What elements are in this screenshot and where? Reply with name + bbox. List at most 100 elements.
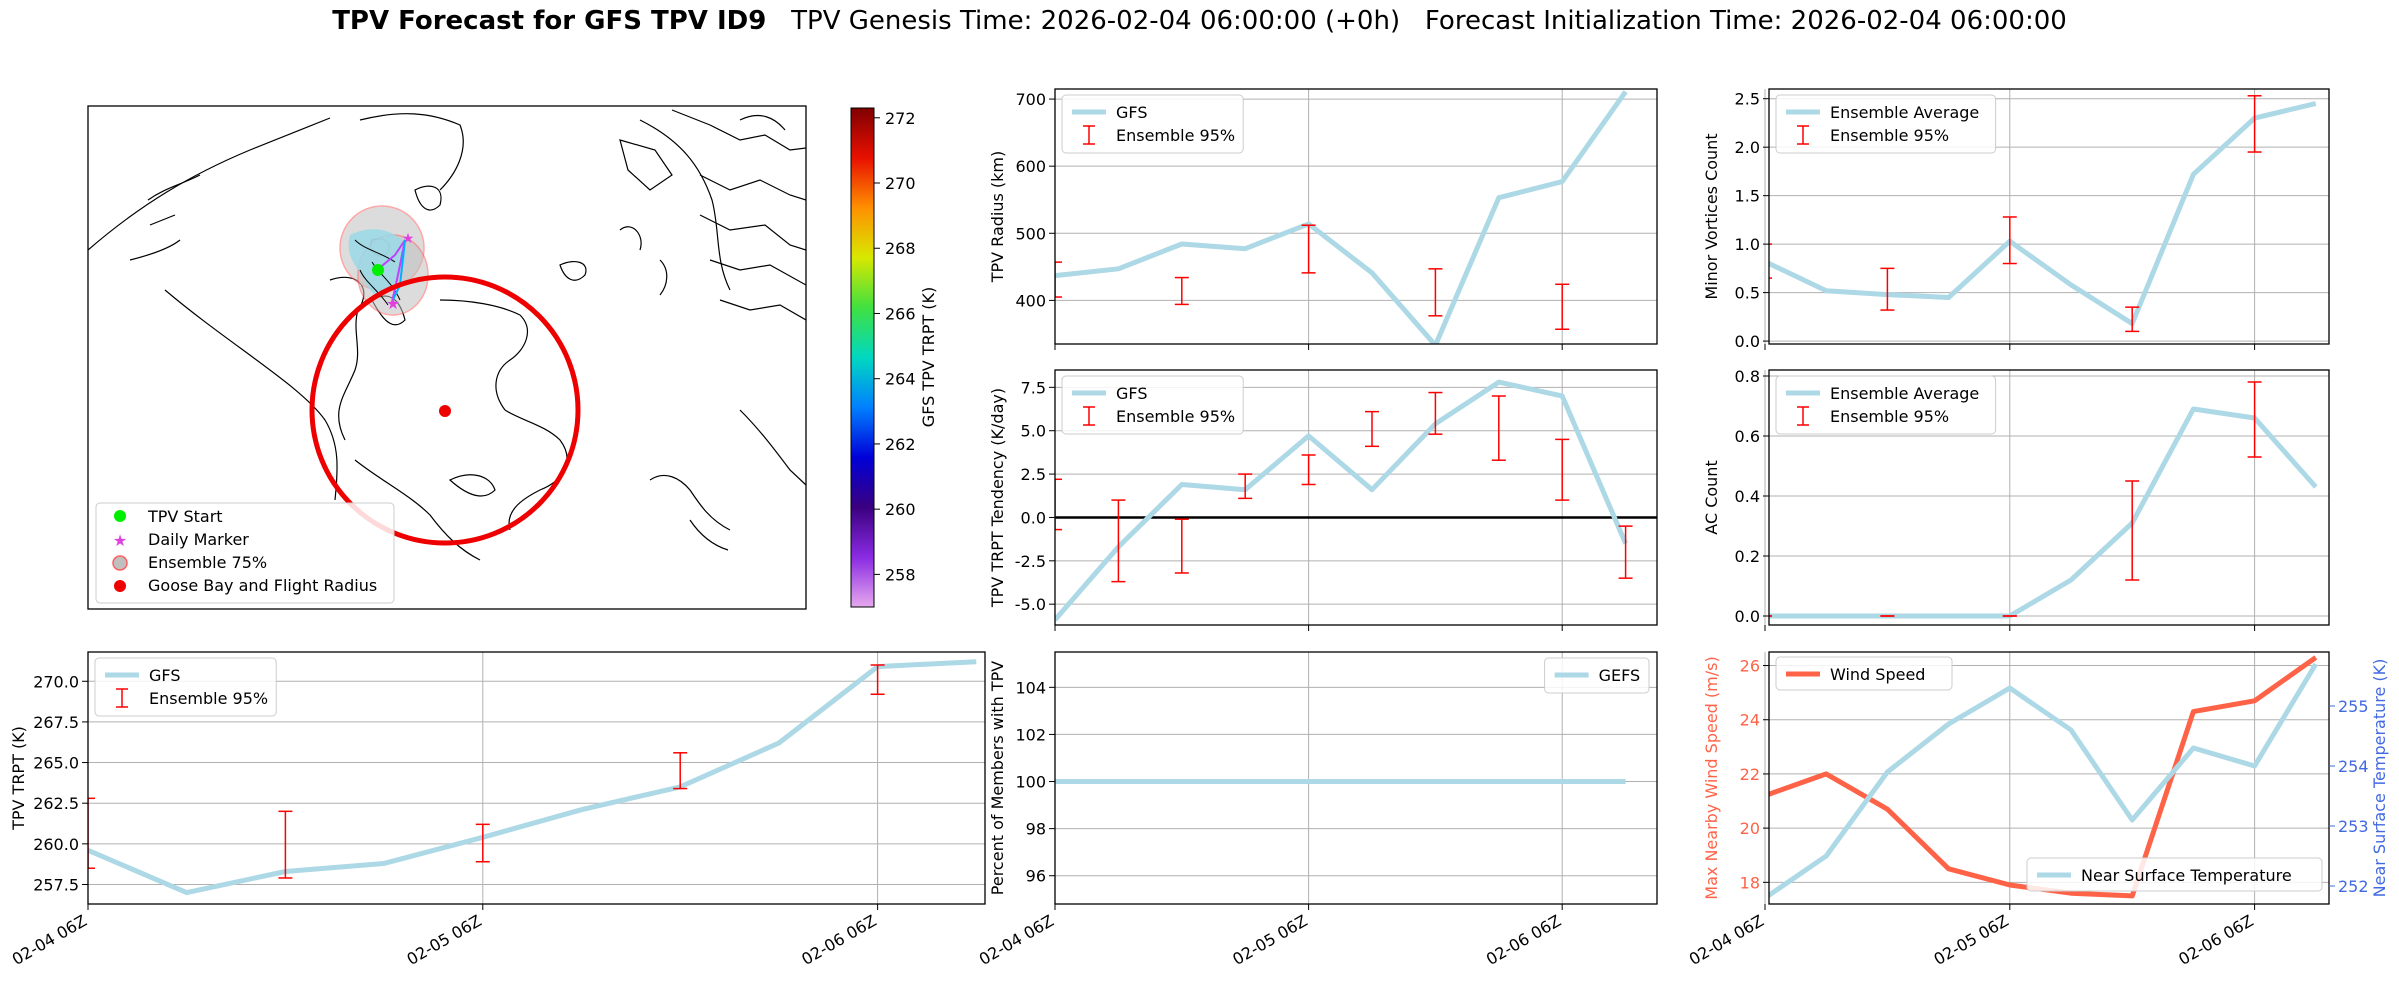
- map-legend-item: Goose Bay and Flight Radius: [148, 576, 377, 595]
- y-tick-label: 5.0: [1021, 422, 1046, 441]
- y-tick-label: 98: [1026, 820, 1046, 839]
- map-frame: [87, 105, 807, 610]
- y-tick-label: 0.0: [1735, 332, 1760, 351]
- plot-area: [88, 659, 977, 896]
- colorbar-gradient: [850, 107, 875, 608]
- chart-legend: GFS Ensemble 95%: [1061, 94, 1244, 154]
- y-tick-label: 7.5: [1021, 378, 1046, 397]
- legend-box: [1775, 656, 1953, 691]
- colorbar-tick-label: 272: [885, 109, 916, 128]
- legend-label: Ensemble 95%: [1830, 407, 1949, 426]
- chart-pct: 96 98 100 102 104 02-04 06Z 02-05 06Z 02-06 06Z…: [976, 651, 1658, 969]
- y-tick-label: 265.0: [33, 754, 79, 773]
- series-line-ensemble-average: [1769, 406, 2318, 619]
- genesis-time: TPV Genesis Time: 2026-02-04 06:00:00 (+…: [791, 6, 1401, 36]
- ensemble-75-region: [339, 205, 429, 316]
- legend-label: Near Surface Temperature: [2081, 866, 2292, 885]
- y-tick-label: 0.8: [1735, 367, 1760, 386]
- legend-box: [1544, 657, 1650, 694]
- axes-frame: [87, 651, 986, 905]
- y-tick-label: 0.0: [1021, 508, 1046, 527]
- y-tick-label: 104: [1015, 678, 1046, 697]
- y-tick-label: 1.0: [1735, 235, 1760, 254]
- chart-legend: Wind Speed Near Surface Temperature: [1775, 656, 2323, 892]
- legend-box: [1775, 375, 1997, 435]
- x-tick-label: 02-05 06Z: [1229, 911, 1310, 969]
- plot-area: [1055, 379, 1633, 622]
- series-line-gfs: [1055, 90, 1628, 344]
- chart-legend: Ensemble Average Ensemble 95%: [1775, 94, 1997, 154]
- y-tick-label: 1.5: [1735, 187, 1760, 206]
- colorbar-tick-label: 262: [885, 435, 916, 454]
- map-legend-item: Daily Marker: [148, 530, 249, 549]
- goose-bay-flight-radius: [309, 274, 581, 546]
- chart-tend: -5.0 -2.5 0.0 2.5 5.0 7.5 TPV TRPT Tendency (K…: [988, 369, 1658, 631]
- series-line-gfs: [1055, 379, 1628, 622]
- series-line-ensemble-average: [1769, 101, 2317, 327]
- legend-goose-bay-icon: [114, 580, 126, 592]
- y-tick-label: 257.5: [33, 875, 79, 894]
- y-tick-label: -5.0: [1015, 595, 1046, 614]
- plot-area: [1769, 381, 2318, 619]
- legend-ensemble-icon: [112, 555, 128, 571]
- legend-label: GFS: [1116, 103, 1147, 122]
- y-axis-label: TPV TRPT Tendency (K/day): [988, 388, 1007, 608]
- x-tick-label: 02-04 06Z: [976, 911, 1057, 969]
- x-tick-label: 02-06 06Z: [2175, 911, 2256, 969]
- y-tick-label: 260.0: [33, 835, 79, 854]
- y-tick-label: 270.0: [33, 672, 79, 691]
- legend-label: Ensemble 95%: [1116, 407, 1235, 426]
- legend-label: Ensemble Average: [1830, 103, 1979, 122]
- y-axis-label: Minor Vortices Count: [1702, 133, 1721, 299]
- y-tick-label: 0.2: [1735, 547, 1760, 566]
- map-panel: ★ ★ TPV Start ★ Daily Marker Ensemble 75…: [87, 105, 938, 610]
- tpv-start-marker: [372, 264, 384, 276]
- axes-frame: [1768, 651, 2330, 905]
- y-tick-label: 0.6: [1735, 427, 1760, 446]
- y-tick-label: 20: [1740, 819, 1760, 838]
- y-tick-label: -2.5: [1015, 552, 1046, 571]
- axes-frame: [1054, 369, 1658, 626]
- chart-wind: 18 20 22 24 26 02-04 06Z 02-05 06Z 02-06 06Z Max…: [1686, 651, 2389, 969]
- y2-tick-label: 252: [2338, 877, 2369, 896]
- legend-box: [94, 657, 277, 717]
- legend-label: Ensemble Average: [1830, 384, 1979, 403]
- chart-legend: GEFS: [1544, 657, 1650, 694]
- y-tick-label: 267.5: [33, 713, 79, 732]
- goose-bay-marker: [439, 405, 451, 417]
- y-axis-label: AC Count: [1702, 460, 1721, 534]
- y-tick-label: 18: [1740, 873, 1760, 892]
- map-legend: TPV Start ★ Daily Marker Ensemble 75% Go…: [95, 502, 395, 604]
- legend-box: [1061, 94, 1244, 154]
- y-tick-label: 500: [1015, 224, 1046, 243]
- y-axis-label: TPV TRPT (K): [9, 726, 28, 831]
- y-tick-label: 102: [1015, 725, 1046, 744]
- axes-frame: [1768, 88, 2330, 345]
- y-tick-label: 400: [1015, 291, 1046, 310]
- legend-label: Ensemble 95%: [149, 689, 268, 708]
- legend-tpv-start-icon: [114, 510, 126, 522]
- legend-label: Ensemble 95%: [1830, 126, 1949, 145]
- y-tick-label: 262.5: [33, 794, 79, 813]
- colorbar-label: GFS TPV TRPT (K): [919, 287, 938, 427]
- axes-frame: [1054, 88, 1658, 345]
- x-tick-label: 02-04 06Z: [1686, 911, 1767, 969]
- y-tick-label: 100: [1015, 773, 1046, 792]
- y-axis-label: Max Nearby Wind Speed (m/s): [1702, 656, 1721, 899]
- daily-marker-star: ★: [402, 231, 415, 247]
- axes-frame: [1768, 369, 2330, 626]
- legend-box: [1775, 94, 1997, 154]
- y2-tick-label: 254: [2338, 757, 2369, 776]
- plot-area: [1055, 90, 1628, 344]
- y-tick-label: 600: [1015, 157, 1046, 176]
- legend-label: GFS: [1116, 384, 1147, 403]
- x-tick-label: 02-06 06Z: [1483, 911, 1564, 969]
- x-tick-label: 02-05 06Z: [1931, 911, 2012, 969]
- series-line-gfs: [88, 659, 977, 896]
- legend-label: GEFS: [1599, 666, 1641, 685]
- chart-radius: 400 500 600 700 TPV Radius (km) GFS Ensemble 9…: [988, 88, 1658, 350]
- x-tick-label: 02-05 06Z: [404, 911, 485, 969]
- series-line-near-surface-temperature: [1769, 662, 2318, 899]
- y2-axis-label: Near Surface Temperature (K): [2370, 659, 2389, 898]
